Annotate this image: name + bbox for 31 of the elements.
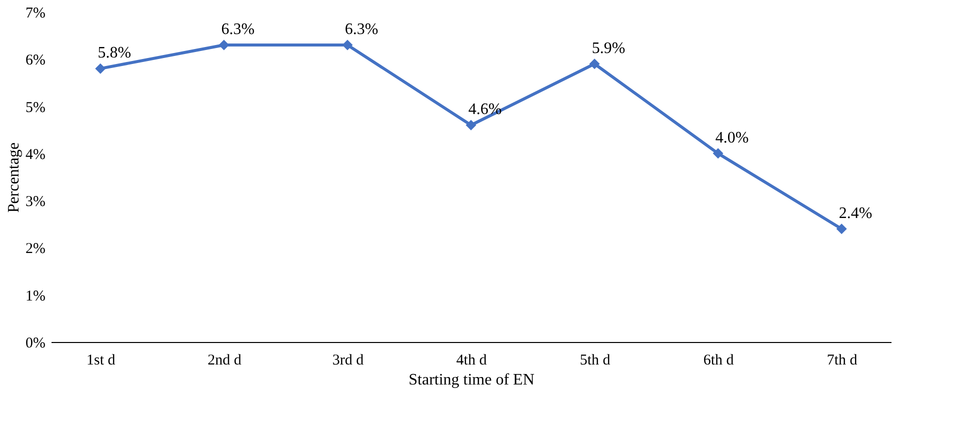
point <box>589 58 600 70</box>
y-tick-label: 6% <box>26 52 46 69</box>
x-tick-label: 2nd d <box>208 352 242 368</box>
x-tick-label: 6th d <box>703 352 734 368</box>
point <box>466 120 476 130</box>
x-tick-label: 3rd d <box>332 352 364 368</box>
y-tick-label: 3% <box>26 194 46 210</box>
data-label: 4.6% <box>468 101 502 118</box>
x-tick-label: 1st d <box>86 352 116 368</box>
y-axis-title: Percentage <box>6 142 23 213</box>
data-label: 5.9% <box>592 40 626 57</box>
data-label: 6.3% <box>344 21 378 38</box>
y-tick-label: 7% <box>26 6 46 22</box>
point <box>342 40 353 50</box>
point <box>95 63 106 74</box>
y-tick-label: 5% <box>26 100 46 116</box>
data-label: 6.3% <box>221 21 255 38</box>
point <box>836 224 847 234</box>
y-tick-label: 1% <box>26 288 46 304</box>
y-tick-label: 4% <box>26 146 46 163</box>
y-tick-label: 0% <box>26 336 46 352</box>
x-tick-label: 4th d <box>456 352 488 368</box>
x-tick-label: 5th d <box>580 352 611 368</box>
data-label: 4.0% <box>715 129 749 146</box>
x-tick-label: 7th d <box>826 352 858 368</box>
y-tick-label: 2% <box>26 241 46 258</box>
point <box>712 148 724 159</box>
x-axis-title: Starting time of EN <box>408 372 535 388</box>
point <box>218 40 230 50</box>
data-label: 2.4% <box>838 204 872 222</box>
data-label: 5.8% <box>98 44 132 62</box>
